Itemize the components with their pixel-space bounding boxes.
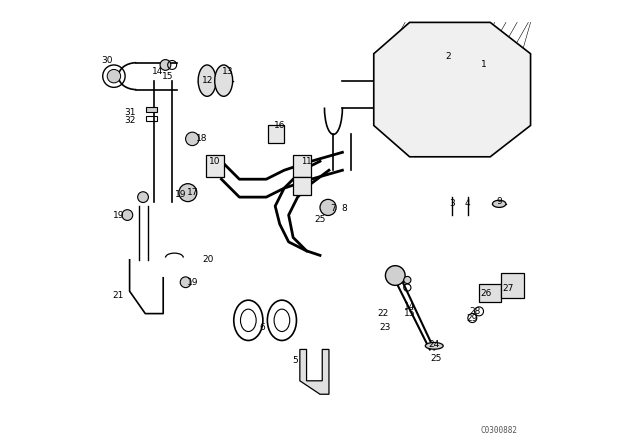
Ellipse shape (493, 200, 506, 207)
Text: 6: 6 (259, 323, 264, 332)
Text: 19: 19 (113, 211, 124, 220)
Bar (479, 284, 502, 302)
Bar (293, 177, 311, 195)
Bar (502, 273, 524, 298)
Bar (146, 107, 157, 112)
Text: 30: 30 (102, 56, 113, 65)
Ellipse shape (426, 342, 444, 349)
Text: 21: 21 (113, 291, 124, 300)
Text: 23: 23 (380, 323, 390, 332)
Text: 32: 32 (124, 116, 135, 125)
Text: 17: 17 (187, 188, 198, 197)
Text: 1: 1 (481, 60, 486, 69)
Circle shape (160, 60, 171, 70)
Bar (269, 125, 284, 143)
Text: 29: 29 (467, 314, 478, 323)
Text: 28: 28 (469, 307, 480, 316)
Circle shape (108, 69, 121, 83)
Text: 25: 25 (314, 215, 326, 224)
Circle shape (186, 132, 199, 146)
Circle shape (179, 184, 197, 202)
Bar (293, 155, 311, 177)
Text: 2: 2 (445, 52, 451, 60)
Ellipse shape (215, 65, 233, 96)
Text: 15: 15 (162, 72, 173, 81)
Text: 22: 22 (377, 309, 388, 318)
Text: 19: 19 (175, 190, 186, 199)
Text: 15: 15 (404, 309, 415, 318)
Text: 8: 8 (342, 204, 348, 213)
Text: 20: 20 (202, 255, 214, 264)
Circle shape (138, 192, 148, 202)
Text: 19: 19 (187, 278, 198, 287)
Text: 10: 10 (209, 157, 220, 166)
Text: 7: 7 (331, 204, 336, 213)
Circle shape (320, 199, 336, 215)
Circle shape (180, 277, 191, 288)
Text: 27: 27 (502, 284, 514, 293)
Circle shape (122, 210, 132, 220)
Bar (206, 155, 224, 177)
Bar (146, 116, 157, 121)
Text: 14: 14 (404, 302, 415, 311)
Text: 16: 16 (274, 121, 285, 130)
Text: 24: 24 (429, 340, 440, 349)
Text: 26: 26 (480, 289, 492, 298)
Polygon shape (374, 22, 531, 157)
Polygon shape (300, 349, 329, 394)
Ellipse shape (198, 65, 216, 96)
Text: 5: 5 (292, 356, 298, 365)
Text: 25: 25 (431, 354, 442, 363)
Text: 18: 18 (196, 134, 207, 143)
Text: 12: 12 (202, 76, 214, 85)
Text: 13: 13 (223, 67, 234, 76)
Text: 11: 11 (301, 157, 312, 166)
Circle shape (385, 266, 405, 285)
Text: 3: 3 (449, 199, 455, 208)
Text: C0300882: C0300882 (481, 426, 518, 435)
Text: 14: 14 (152, 67, 163, 76)
Text: 9: 9 (497, 197, 502, 206)
Text: 31: 31 (124, 108, 135, 116)
Circle shape (404, 276, 411, 284)
Text: 4: 4 (465, 199, 470, 208)
